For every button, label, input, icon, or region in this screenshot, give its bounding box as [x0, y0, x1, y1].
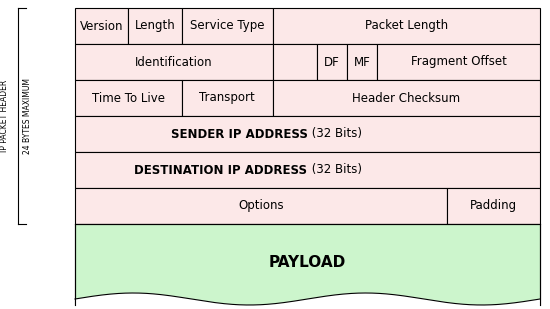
Text: 24 BYTES MAXIMUM: 24 BYTES MAXIMUM — [24, 78, 32, 154]
Bar — [75, 116, 540, 152]
Bar — [317, 44, 347, 80]
Text: Padding: Padding — [470, 200, 517, 213]
Bar — [129, 8, 182, 44]
Text: Packet Length: Packet Length — [365, 19, 448, 32]
Bar — [347, 44, 377, 80]
Bar — [75, 224, 540, 305]
Bar — [75, 152, 540, 188]
Text: Transport: Transport — [200, 91, 255, 104]
Bar — [447, 188, 540, 224]
Text: DESTINATION IP ADDRESS: DESTINATION IP ADDRESS — [135, 163, 307, 176]
Text: Identification: Identification — [135, 56, 213, 69]
Text: Length: Length — [135, 19, 175, 32]
Text: MF: MF — [354, 56, 371, 69]
Bar — [273, 44, 317, 80]
Bar — [75, 80, 182, 116]
Text: (32 Bits): (32 Bits) — [307, 128, 361, 141]
Bar — [377, 44, 540, 80]
Text: DF: DF — [324, 56, 340, 69]
Bar — [273, 8, 540, 44]
Bar — [182, 80, 273, 116]
Text: Time To Live: Time To Live — [92, 91, 165, 104]
Text: PAYLOAD: PAYLOAD — [269, 255, 346, 270]
Text: Header Checksum: Header Checksum — [352, 91, 460, 104]
Text: Version: Version — [80, 19, 124, 32]
Bar — [182, 8, 273, 44]
Bar — [75, 8, 129, 44]
Text: Service Type: Service Type — [190, 19, 265, 32]
Bar — [75, 188, 447, 224]
Text: Fragment Offset: Fragment Offset — [411, 56, 507, 69]
Bar — [273, 80, 540, 116]
Text: SENDER IP ADDRESS: SENDER IP ADDRESS — [170, 128, 307, 141]
Text: Options: Options — [238, 200, 284, 213]
Text: IP PACKET HEADER: IP PACKET HEADER — [1, 80, 9, 152]
Bar — [75, 44, 273, 80]
Text: (32 Bits): (32 Bits) — [307, 163, 361, 176]
